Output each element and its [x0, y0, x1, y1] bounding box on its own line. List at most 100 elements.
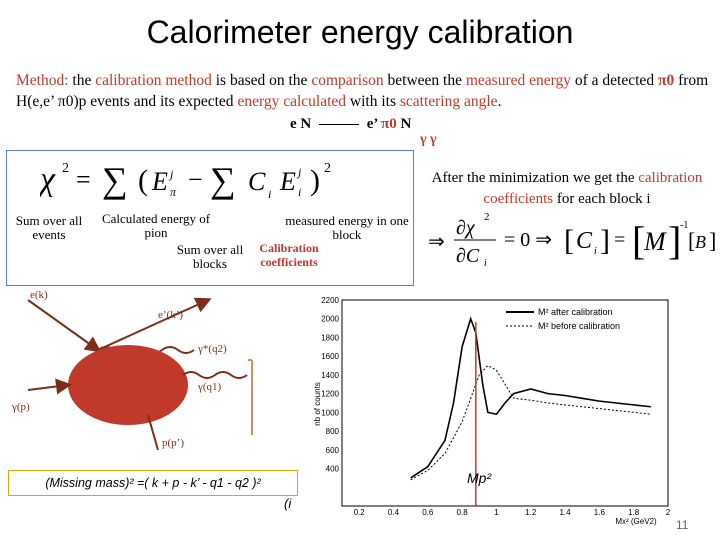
svg-text:j: j [296, 165, 302, 179]
derivative-equation: ⇒ ∂χ 2 ∂C i = 0 ⇒ [ C i ] = [ M ] -1 [ B… [428, 211, 716, 268]
after-text-c: for each block i [553, 191, 651, 207]
legend-before: M² before calibration [538, 321, 620, 331]
svg-text:[: [ [688, 228, 695, 253]
x-tick-label: 2 [666, 508, 671, 517]
method-label: Method: [16, 72, 69, 89]
after-minimization-text: After the minimization we get the calibr… [422, 168, 712, 210]
svg-text:]: ] [600, 224, 610, 257]
svg-text:−: − [188, 165, 203, 194]
svg-text:i: i [298, 185, 301, 199]
label-calculated-energy: Calculated energy of pion [101, 211, 211, 240]
page-title: Calorimeter energy calibration [146, 14, 574, 50]
svg-text:=: = [614, 229, 625, 251]
chart-ylabel: nb of counts [313, 382, 322, 426]
y-tick-label: 600 [326, 446, 340, 455]
x-tick-label: 1.6 [594, 508, 606, 517]
label-gq1: γ(q1) [197, 381, 222, 393]
label-ek: e(k) [30, 290, 48, 301]
text-seg: with its [346, 93, 400, 110]
text-seg: is based on the [211, 72, 312, 89]
svg-text:χ: χ [40, 161, 56, 198]
x-tick-label: 0.6 [422, 508, 434, 517]
text-seg: measured energy [465, 72, 572, 89]
hadron-blob [68, 345, 188, 425]
y-tick-label: 800 [326, 427, 340, 436]
label-measured-energy: measured energy in one block [285, 213, 409, 242]
after-text-b: calibration coefficients [483, 170, 703, 207]
chart-xlabel: Mx² (GeV2) [615, 517, 657, 526]
outgoing-electron-line [97, 297, 212, 351]
y-tick-label: 2000 [321, 315, 339, 324]
svg-text:2: 2 [324, 161, 331, 176]
svg-text:(: ( [138, 164, 148, 197]
legend-after: M² after calibration [538, 307, 613, 317]
svg-text:2: 2 [62, 161, 69, 176]
missing-mass-fragment: (i [284, 496, 292, 511]
missing-mass-box: (Missing mass)² =( k + p - k’ - q1 - q2 … [8, 470, 298, 496]
svg-text:i: i [594, 246, 597, 257]
svg-text:E: E [279, 167, 296, 196]
x-tick-label: 1.2 [525, 508, 537, 517]
y-tick-label: 1000 [321, 408, 339, 417]
reaction-equation: e N e’ π0 N [290, 116, 411, 133]
label-gq2: γ*(q2) [197, 343, 227, 355]
svg-text:i: i [484, 258, 487, 268]
svg-text:): ) [310, 164, 320, 197]
label-sum-blocks: Sum over all blocks [176, 242, 244, 271]
text-seg: the [68, 72, 96, 89]
text-seg: π0 [657, 72, 675, 89]
svg-text:i: i [268, 187, 271, 201]
svg-text:= 0 ⇒: = 0 ⇒ [504, 229, 552, 251]
text-seg: calibration method [95, 72, 212, 89]
page-number: 11 [676, 518, 689, 532]
reaction-end: N [396, 116, 412, 132]
svg-text:C: C [576, 228, 593, 254]
y-tick-label: 400 [326, 465, 340, 474]
label-pp: γ(p) [11, 401, 30, 413]
y-tick-label: 1600 [321, 352, 339, 361]
x-tick-label: 0.2 [354, 508, 366, 517]
mp2-label: Mp² [467, 470, 492, 486]
arrow-line [319, 124, 359, 126]
label-sum-events: Sum over all events [15, 213, 83, 242]
text-seg: energy calculated [237, 93, 347, 110]
text-seg: comparison [311, 72, 384, 89]
series-after-line [410, 316, 651, 479]
x-tick-label: 0.8 [457, 508, 469, 517]
svg-text:E: E [151, 167, 168, 196]
after-text-a: After the minimization we get the [431, 170, 639, 186]
text-seg: . [497, 93, 502, 110]
y-tick-label: 1400 [321, 371, 339, 380]
svg-text:⇒: ⇒ [428, 231, 445, 253]
incoming-electron-line [27, 299, 102, 353]
reaction-pi: π0 [381, 116, 397, 132]
method-paragraph: Method: the calibration method is based … [16, 70, 716, 112]
x-tick-label: 1 [494, 508, 499, 517]
reaction-left: e N [290, 116, 312, 132]
text-seg: scattering angle [399, 93, 498, 110]
text-seg: of a detected [571, 72, 658, 89]
label-pprime: p(p’) [162, 437, 184, 449]
x-tick-label: 0.4 [388, 508, 400, 517]
svg-text:-1: -1 [680, 220, 688, 231]
svg-text:=: = [76, 165, 91, 194]
svg-text:[: [ [632, 218, 645, 263]
series-before-line [410, 364, 651, 481]
chart-legend: M² after calibration M² before calibrati… [506, 307, 620, 331]
svg-text:j: j [168, 167, 174, 181]
svg-text:∑: ∑ [210, 160, 236, 200]
outgoing-proton-line [147, 414, 159, 450]
svg-text:∂C: ∂C [456, 245, 480, 267]
y-tick-label: 1800 [321, 333, 339, 342]
x-tick-label: 1.8 [628, 508, 640, 517]
y-tick-label: 1200 [321, 390, 339, 399]
reaction-right: e’ [366, 116, 382, 132]
text-seg: from H(e,e’ π0)p events and its expected [16, 72, 709, 110]
real-photon-line [182, 371, 248, 379]
svg-text:∑: ∑ [102, 160, 128, 200]
feynman-diagram: e(k) e’(k’) γ*(q2) γ(q1) γ(p) p(p’) [11, 290, 253, 450]
svg-text:]: ] [668, 218, 681, 263]
mass-chart: 400 600 800 1000 1200 1400 1600 1800 2000 2200 0.… [313, 296, 671, 526]
gamma-pair: γ γ [420, 132, 437, 147]
svg-text:M: M [643, 227, 667, 256]
